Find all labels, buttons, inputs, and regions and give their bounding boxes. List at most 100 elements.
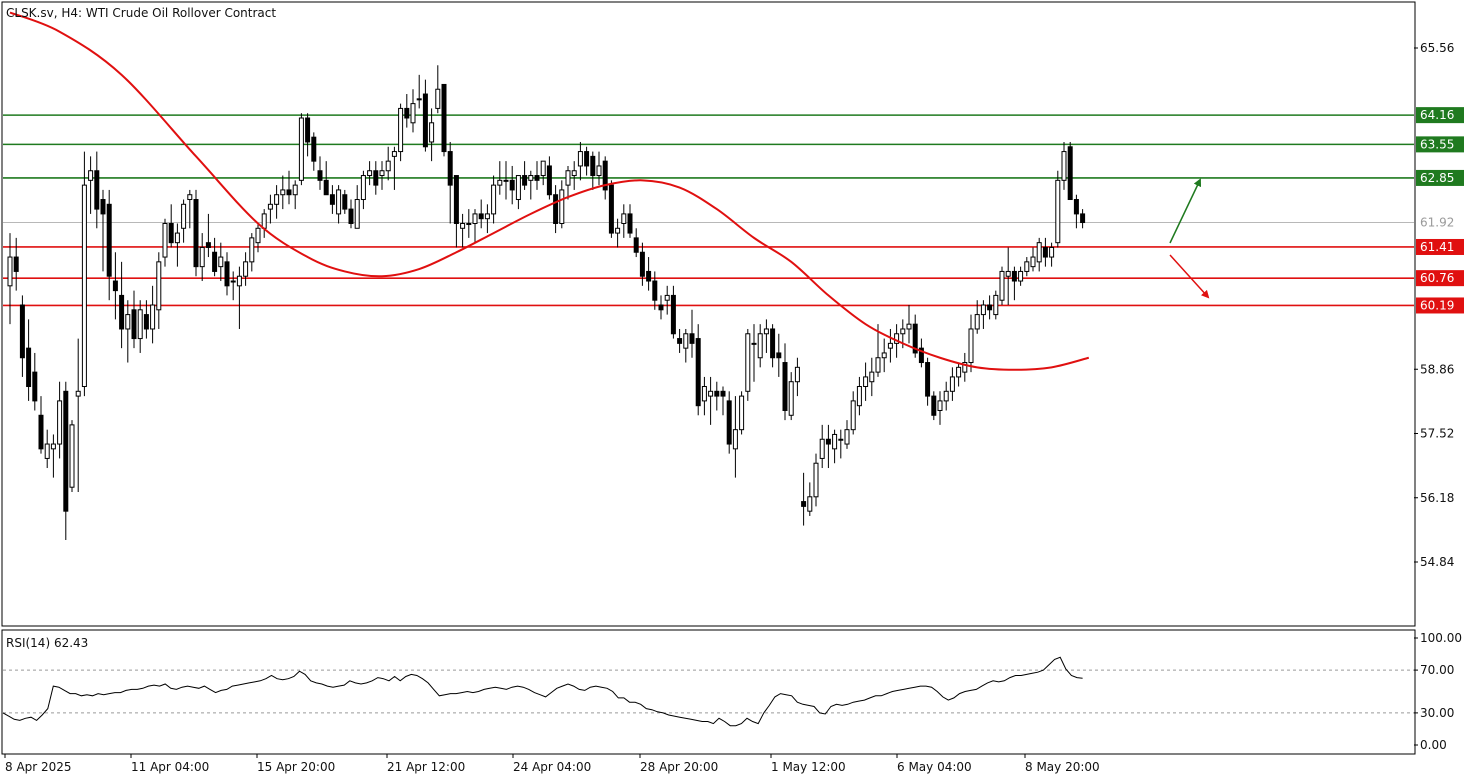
candle-bullish (230, 280, 236, 283)
candle-bearish (726, 400, 732, 445)
x-tick-label: 28 Apr 20:00 (640, 760, 718, 774)
candle-bearish (286, 189, 292, 196)
candle-bearish (329, 194, 335, 205)
candle-bullish (869, 371, 875, 383)
candle-bullish (75, 390, 81, 397)
candle-bearish (373, 170, 379, 186)
candle-bearish (224, 261, 230, 287)
candle-bullish (280, 189, 286, 196)
candle-bullish (1055, 179, 1061, 244)
candle-bullish (156, 261, 162, 311)
candle-bullish (1036, 242, 1042, 263)
candle-bearish (112, 280, 118, 292)
candle-bullish (887, 342, 893, 349)
current-price-label: 61.92 (1420, 216, 1454, 230)
candle-bearish (677, 338, 683, 344)
candle-bearish (305, 117, 311, 143)
candle-bearish (584, 151, 590, 167)
candle-bullish (751, 342, 757, 345)
candle-bearish (918, 347, 924, 364)
candlesticks (7, 65, 1086, 540)
candle-bearish (26, 347, 32, 388)
candle-bullish (472, 213, 478, 224)
candle-bullish (162, 222, 168, 258)
price-tick-label: 57.52 (1420, 427, 1454, 441)
candle-bearish (658, 304, 664, 311)
price-tick-label: 56.18 (1420, 491, 1454, 505)
support-level-tag (1416, 297, 1464, 314)
candle-bullish (664, 294, 670, 301)
candle-bullish (621, 213, 627, 224)
candle-bullish (255, 227, 261, 244)
candle-bearish (590, 155, 596, 177)
candle-bullish (844, 429, 850, 445)
candle-bullish (819, 438, 825, 459)
candle-bullish (267, 203, 273, 210)
x-tick-label: 21 Apr 12:00 (387, 760, 465, 774)
candle-bearish (441, 83, 447, 153)
candle-bullish (88, 170, 94, 181)
arrow-up (1169, 178, 1202, 244)
candle-bullish (943, 390, 949, 402)
candle-bearish (311, 136, 317, 162)
candle-bullish (745, 333, 751, 392)
candle-bullish (596, 165, 602, 177)
candle-bullish (69, 424, 75, 488)
candle-bearish (646, 270, 652, 282)
candle-bearish (453, 175, 459, 224)
candle-bullish (832, 433, 838, 450)
candle-bullish (298, 117, 304, 181)
support-level-label: 61.41 (1420, 240, 1454, 254)
candle-bullish (757, 333, 763, 359)
candle-bearish (776, 352, 782, 359)
candle-bullish (528, 175, 534, 181)
candle-bullish (429, 122, 435, 143)
candle-bearish (1011, 270, 1017, 282)
candle-bearish (546, 165, 552, 196)
candle-bullish (218, 256, 224, 268)
rsi-tick-label: 100.00 (1420, 631, 1462, 645)
candle-bullish (763, 328, 769, 335)
candle-bullish (980, 304, 986, 316)
candle-bearish (522, 175, 528, 186)
moving-average (9, 11, 1090, 371)
candle-bullish (181, 203, 187, 229)
candle-bullish (863, 376, 869, 388)
candle-bullish (367, 170, 373, 177)
candle-bearish (534, 175, 540, 181)
candle-bullish (1049, 246, 1055, 258)
candle-bearish (695, 338, 701, 407)
candle-bearish (63, 390, 69, 512)
candle-bullish (937, 400, 943, 411)
candle-bearish (925, 362, 931, 397)
candle-bullish (497, 179, 503, 186)
candle-bearish (987, 304, 993, 311)
candle-bearish (633, 237, 639, 253)
candle-bearish (348, 208, 354, 224)
candle-bearish (19, 304, 25, 359)
candle-bullish (484, 213, 490, 220)
candle-bullish (875, 357, 881, 373)
candle-bullish (44, 443, 50, 459)
price-tick-label: 54.84 (1420, 555, 1454, 569)
candle-bullish (249, 237, 255, 263)
candle-bullish (949, 376, 955, 392)
support-level-tag (1416, 270, 1464, 287)
candle-bearish (38, 414, 44, 450)
candle-bullish (856, 386, 862, 407)
candle-bullish (81, 184, 87, 388)
resistance-level-label: 63.55 (1420, 137, 1454, 151)
candle-bearish (608, 184, 614, 234)
x-tick-label: 1 May 12:00 (771, 760, 846, 774)
candle-bullish (838, 438, 844, 441)
rsi-tick-label: 0.00 (1420, 738, 1447, 752)
candle-bullish (125, 314, 131, 330)
candle-bearish (94, 170, 100, 210)
candle-bearish (478, 213, 484, 220)
candle-bullish (1030, 256, 1036, 268)
x-tick-label: 15 Apr 20:00 (257, 760, 335, 774)
candle-bullish (1024, 261, 1030, 272)
candle-bullish (137, 309, 143, 340)
candle-bearish (912, 323, 918, 354)
candle-bullish (565, 170, 571, 186)
